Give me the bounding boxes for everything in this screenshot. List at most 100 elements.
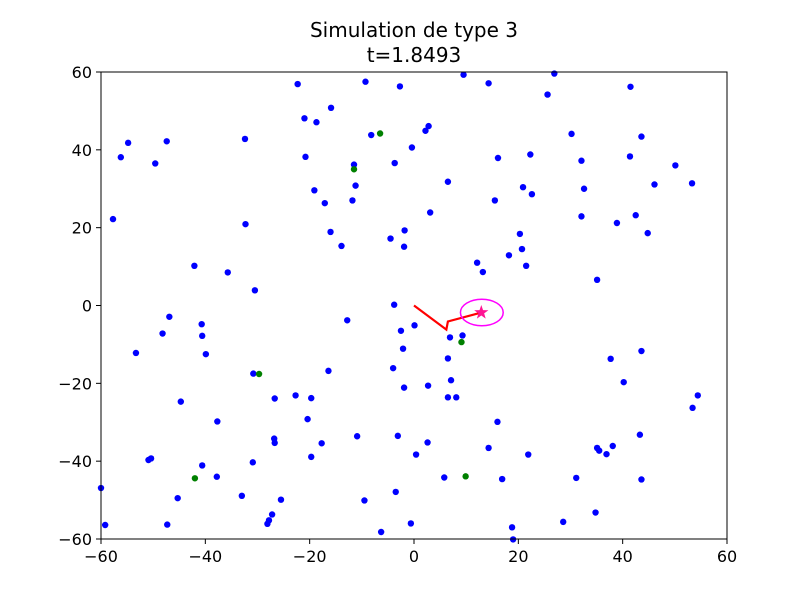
scatter-point-0-49 <box>578 213 585 220</box>
scatter-point-0-31 <box>651 181 658 188</box>
scatter-point-0-134 <box>559 518 567 526</box>
scatter-point-0-80 <box>607 355 614 363</box>
scatter-point-0-102 <box>424 439 431 446</box>
scatter-point-0-19 <box>117 154 125 161</box>
scatter-point-0-115 <box>199 462 206 469</box>
scatter-point-0-45 <box>387 235 394 242</box>
scatter-point-0-68 <box>202 350 210 358</box>
scatter-point-0-107 <box>636 431 644 438</box>
scatter-point-0-61 <box>522 262 530 270</box>
scatter-point-0-69 <box>344 317 351 324</box>
scatter-point-0-9 <box>313 119 320 126</box>
position-circle <box>459 298 504 327</box>
scatter-point-0-0 <box>362 78 369 85</box>
scatter-point-0-60 <box>479 268 487 276</box>
scatter-point-0-96 <box>494 418 501 426</box>
scatter-point-0-26 <box>527 151 534 158</box>
scatter-point-0-8 <box>327 104 335 112</box>
scatter-point-0-126 <box>392 488 399 496</box>
scatter-point-0-5 <box>551 70 558 77</box>
scatter-point-1-1 <box>350 166 358 173</box>
scatter-point-1-5 <box>462 473 469 480</box>
scatter-point-0-86 <box>177 398 185 405</box>
x-tick-label-3: 0 <box>409 547 419 566</box>
scatter-point-0-7 <box>627 83 634 90</box>
scatter-point-0-95 <box>304 415 311 423</box>
scatter-point-0-58 <box>251 287 259 294</box>
scatter-point-0-132 <box>164 521 171 528</box>
scatter-point-0-27 <box>626 153 634 160</box>
scatter-point-0-91 <box>453 394 460 401</box>
scatter-point-0-136 <box>377 528 385 536</box>
scatter-point-0-28 <box>578 157 585 164</box>
scatter-point-0-57 <box>224 269 231 276</box>
scatter-point-0-52 <box>644 229 651 237</box>
scatter-point-0-14 <box>368 131 375 139</box>
scatter-point-0-77 <box>325 367 332 375</box>
scatter-point-0-135 <box>508 524 516 531</box>
scatter-point-0-81 <box>638 347 645 355</box>
trajectory-path <box>413 304 482 332</box>
scatter-point-0-37 <box>491 197 499 204</box>
scatter-point-0-66 <box>199 332 206 340</box>
y-tick-label-6: 60 <box>72 63 92 82</box>
y-tick-label-5: 40 <box>72 141 92 160</box>
scatter-point-0-20 <box>152 160 159 167</box>
scatter-point-0-63 <box>166 313 173 320</box>
x-tick-label-4: 20 <box>508 547 528 566</box>
scatter-point-0-105 <box>595 447 603 454</box>
scatter-point-0-74 <box>446 334 454 341</box>
scatter-point-0-10 <box>301 115 308 122</box>
scatter-point-0-11 <box>124 139 132 147</box>
scatter-point-0-34 <box>321 199 328 207</box>
scatter-point-0-12 <box>163 138 170 145</box>
scatter-point-0-92 <box>694 392 701 399</box>
scatter-point-0-42 <box>242 220 249 228</box>
scatter-point-0-55 <box>505 252 513 259</box>
scatter-point-0-41 <box>109 215 117 223</box>
star-marker <box>474 305 489 319</box>
scatter-point-0-130 <box>264 520 271 528</box>
y-tick-label-1: −40 <box>58 452 92 471</box>
scatter-point-0-98 <box>271 439 278 447</box>
scatter-point-0-124 <box>277 496 285 503</box>
scatter-point-0-38 <box>519 183 527 191</box>
scatter-point-0-70 <box>390 301 398 308</box>
scatter-point-0-79 <box>444 355 452 362</box>
y-tick-label-0: −60 <box>58 530 92 549</box>
scatter-point-0-116 <box>213 473 221 480</box>
scatter-point-0-122 <box>174 494 181 502</box>
scatter-point-0-125 <box>361 497 368 504</box>
plot-area <box>97 70 701 543</box>
scatter-point-0-23 <box>391 159 398 167</box>
chart-subtitle: t=1.8493 <box>367 43 462 67</box>
scatter-point-1-2 <box>458 338 465 346</box>
scatter-point-0-15 <box>422 127 429 134</box>
scatter-point-0-113 <box>525 451 532 458</box>
scatter-point-0-17 <box>638 133 645 140</box>
scatter-point-0-89 <box>308 394 315 402</box>
scatter-point-0-18 <box>568 130 575 138</box>
scatter-point-0-62 <box>593 276 601 284</box>
scatter-point-0-78 <box>389 364 397 372</box>
scatter-point-0-133 <box>407 520 415 527</box>
scatter-point-0-16 <box>425 122 432 130</box>
scatter-point-0-30 <box>688 180 696 187</box>
x-tick-label-5: 40 <box>612 547 632 566</box>
scatter-point-0-100 <box>353 433 361 440</box>
scatter-point-0-35 <box>349 197 356 204</box>
scatter-point-0-94 <box>214 418 221 425</box>
scatter-point-0-1 <box>396 83 404 90</box>
axes: −60 −40 −20 0 20 40 60 −60 −40 −20 0 20 40 60 <box>58 63 737 566</box>
scatter-point-1-0 <box>376 130 384 137</box>
scatter-point-0-127 <box>592 509 599 516</box>
scatter-point-0-25 <box>494 154 502 162</box>
scatter-point-0-106 <box>609 442 616 450</box>
scatter-point-0-59 <box>473 259 481 266</box>
scatter-point-0-2 <box>294 80 301 88</box>
scatter-point-0-72 <box>397 327 405 334</box>
scatter-point-0-128 <box>268 511 276 518</box>
scatter-point-0-56 <box>191 262 198 270</box>
scatter-point-0-36 <box>444 178 452 185</box>
